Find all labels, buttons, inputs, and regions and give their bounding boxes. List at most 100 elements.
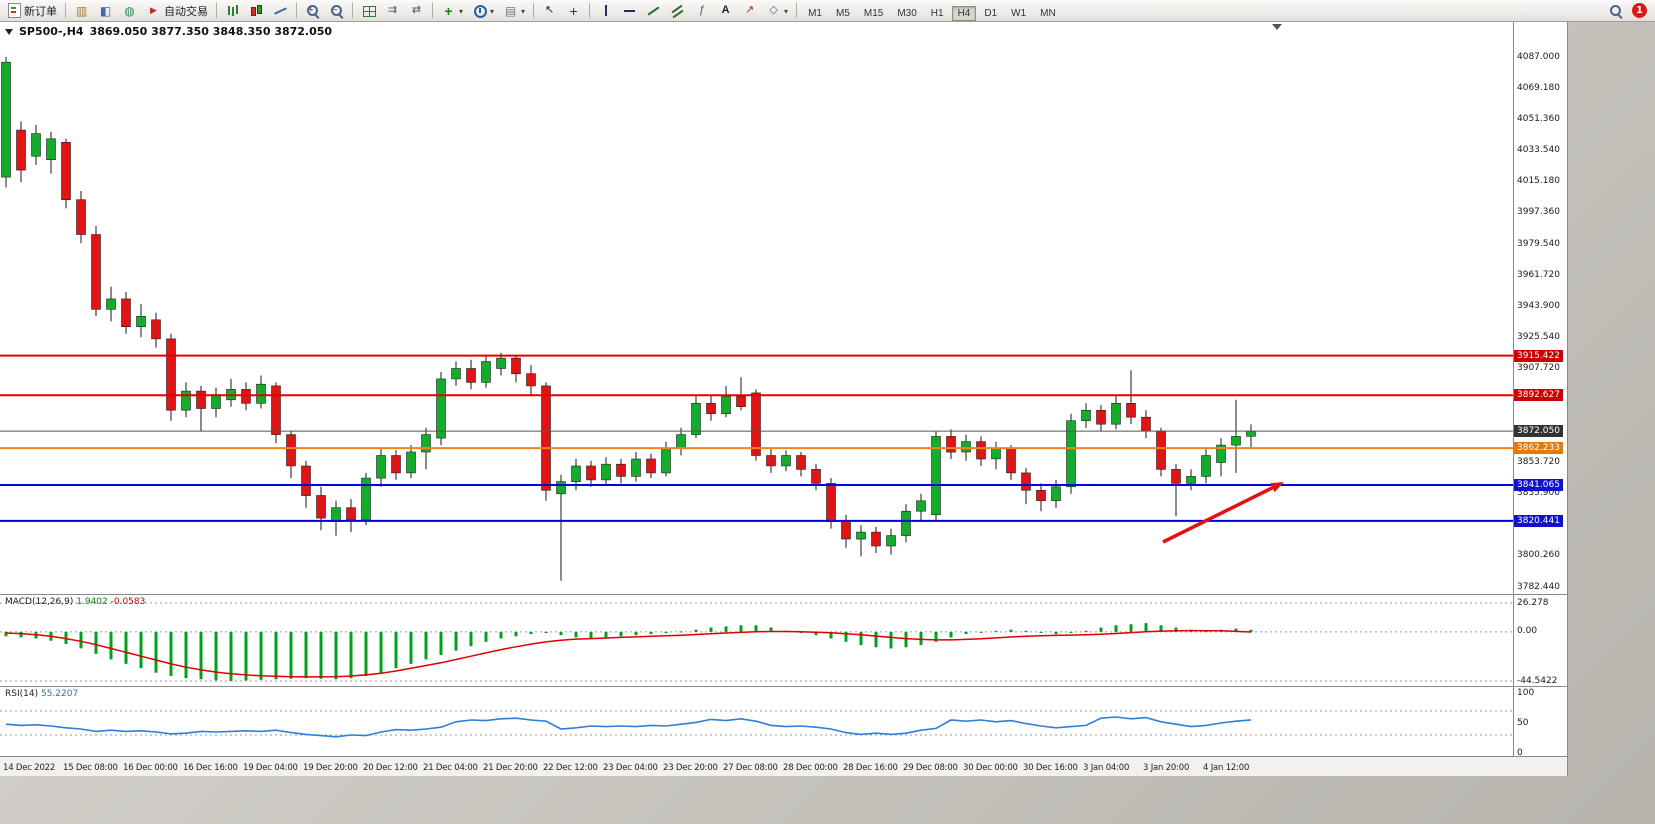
zoom-out-icon: [329, 3, 344, 18]
trendline-icon: [646, 3, 661, 18]
indicators-button[interactable]: [437, 1, 467, 20]
crosshair-icon: [566, 3, 581, 18]
price-tag: 3892.627: [1514, 389, 1563, 402]
collapse-triangle-icon[interactable]: [5, 28, 13, 35]
data-window-button[interactable]: [94, 1, 117, 20]
price-axis-label: 3997.360: [1517, 207, 1560, 218]
time-axis-label: 29 Dec 08:00: [903, 763, 958, 773]
trendline-button[interactable]: [642, 1, 665, 20]
rsi-axis-label: 50: [1517, 717, 1529, 728]
shapes-icon: [766, 3, 781, 18]
chart-window[interactable]: SP500-,H4 3869.050 3877.350 3848.350 387…: [0, 22, 1568, 776]
time-axis-label: 23 Dec 04:00: [603, 763, 658, 773]
time-axis-label: 16 Dec 00:00: [123, 763, 178, 773]
rsi-value: 55.2207: [40, 689, 79, 699]
toolbar-separator: [65, 3, 66, 18]
price-axis-label: 3979.540: [1517, 238, 1560, 249]
chart-header: SP500-,H4 3869.050 3877.350 3848.350 387…: [5, 25, 332, 38]
channel-button[interactable]: [666, 1, 689, 20]
macd-signal-value: -0.0583: [110, 597, 146, 607]
timeframe-d1[interactable]: D1: [978, 6, 1003, 21]
time-axis-label: 3 Jan 04:00: [1083, 763, 1130, 773]
chevron-down-icon[interactable]: [459, 5, 463, 17]
bar-chart-button[interactable]: [221, 1, 244, 20]
price-axis-label: 3853.720: [1517, 457, 1560, 468]
panel-separator[interactable]: [0, 686, 1567, 687]
price-axis-label: 3800.260: [1517, 550, 1560, 561]
bar-chart-icon: [225, 3, 240, 18]
time-axis-label: 20 Dec 12:00: [363, 763, 418, 773]
time-axis-label: 19 Dec 04:00: [243, 763, 298, 773]
periods-button[interactable]: [468, 1, 498, 20]
chart-shift-marker[interactable]: [1272, 24, 1282, 30]
chart-shift-icon: [409, 3, 424, 18]
horizontal-line-button[interactable]: [618, 1, 641, 20]
chart-svg[interactable]: [0, 22, 1567, 776]
horizontal-level-lines[interactable]: [0, 354, 1513, 522]
notifications-badge[interactable]: 1: [1632, 3, 1647, 18]
rsi-panel[interactable]: [0, 710, 1513, 738]
timeframe-w1[interactable]: W1: [1005, 6, 1032, 21]
chevron-down-icon[interactable]: [784, 5, 788, 17]
timeframe-toolbar: M1 M5 M15 M30 H1 H4 D1 W1 MN: [801, 1, 1063, 21]
tile-windows-button[interactable]: [357, 1, 380, 20]
timeframe-m30[interactable]: M30: [891, 6, 922, 21]
line-chart-button[interactable]: [269, 1, 292, 20]
search-button[interactable]: [1604, 1, 1627, 20]
candles-layer[interactable]: [1, 57, 1256, 581]
chart-shift-button[interactable]: [405, 1, 428, 20]
templates-button[interactable]: [499, 1, 529, 20]
template-icon: [503, 3, 518, 18]
navigator-button[interactable]: [118, 1, 141, 20]
data-window-icon: [98, 3, 113, 18]
shapes-button[interactable]: [762, 1, 792, 20]
auto-trading-label: 自动交易: [164, 5, 208, 18]
fibonacci-button[interactable]: [690, 1, 713, 20]
crosshair-button[interactable]: [562, 1, 585, 20]
chart-plot-area[interactable]: [0, 22, 1567, 776]
toolbar-separator: [296, 3, 297, 18]
time-axis-label: 21 Dec 20:00: [483, 763, 538, 773]
price-axis-label: 4069.180: [1517, 82, 1560, 93]
timeframe-m5[interactable]: M5: [830, 6, 856, 21]
candlestick-chart-icon: [249, 3, 264, 18]
time-axis-label: 30 Dec 16:00: [1023, 763, 1078, 773]
macd-panel[interactable]: [0, 602, 1513, 682]
timeframe-m15[interactable]: M15: [858, 6, 889, 21]
auto-trading-button[interactable]: 自动交易: [142, 1, 212, 20]
zoom-out-button[interactable]: [325, 1, 348, 20]
cursor-icon: [542, 3, 557, 18]
horizontal-line-icon: [622, 3, 637, 18]
auto-scroll-button[interactable]: [381, 1, 404, 20]
panel-separator[interactable]: [0, 594, 1567, 595]
new-order-button[interactable]: 新订单: [4, 1, 61, 20]
chevron-down-icon[interactable]: [490, 5, 494, 17]
toolbar-separator: [352, 3, 353, 18]
market-watch-button[interactable]: [70, 1, 93, 20]
timeframe-h4[interactable]: H4: [951, 5, 977, 21]
time-axis-label: 23 Dec 20:00: [663, 763, 718, 773]
panel-separator: [0, 756, 1567, 757]
text-tool-button[interactable]: [714, 1, 737, 20]
cursor-button[interactable]: [538, 1, 561, 20]
time-axis-label: 21 Dec 04:00: [423, 763, 478, 773]
timeframe-h1[interactable]: H1: [925, 6, 950, 21]
price-axis-label: 3835.900: [1517, 488, 1560, 499]
fibonacci-icon: [694, 3, 709, 18]
trend-arrow-annotation[interactable]: [1162, 482, 1284, 544]
search-icon: [1608, 3, 1623, 18]
price-tag: 3915.422: [1514, 349, 1563, 362]
arrow-tool-icon: [742, 3, 757, 18]
arrows-tool-button[interactable]: [738, 1, 761, 20]
price-axis-label: 3925.540: [1517, 332, 1560, 343]
timeframe-m1[interactable]: M1: [802, 6, 828, 21]
chevron-down-icon[interactable]: [521, 5, 525, 17]
time-axis[interactable]: [0, 757, 1567, 776]
timeframe-mn[interactable]: MN: [1034, 6, 1062, 21]
vertical-line-button[interactable]: [594, 1, 617, 20]
macd-name: MACD(12,26,9): [5, 597, 74, 607]
zoom-in-button[interactable]: [301, 1, 324, 20]
macd-axis-label: -44.5422: [1517, 675, 1558, 686]
candlestick-chart-button[interactable]: [245, 1, 268, 20]
